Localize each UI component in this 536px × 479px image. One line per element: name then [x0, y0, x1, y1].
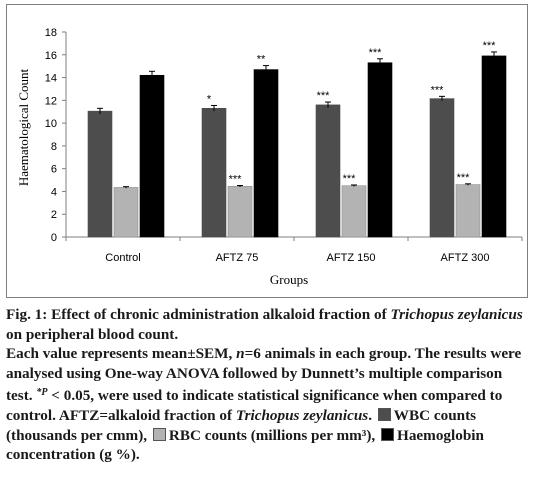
caption-note-text: Each value represents mean±SEM,: [6, 345, 237, 363]
x-tick-label-3: AFTZ 300: [441, 252, 490, 264]
significance-label-2-0: ***: [317, 90, 331, 102]
significance-label-1-2: **: [257, 54, 266, 66]
y-tick-label-10: 10: [45, 118, 57, 130]
bar-1-1: [227, 186, 253, 238]
x-tick-label-0: Control: [105, 252, 140, 264]
significance-label-3-1: ***: [457, 172, 471, 184]
caption-note-significance: *P: [36, 387, 48, 399]
legend-swatch-rbc: [152, 427, 166, 441]
significance-label-2-2: ***: [369, 47, 383, 59]
bar-3-0: [429, 98, 455, 238]
caption-title-end: on peripheral blood count.: [6, 325, 179, 343]
caption-note-n: n: [236, 345, 245, 363]
significance-label-1-1: ***: [229, 174, 243, 186]
y-tick-label-8: 8: [51, 141, 57, 153]
y-axis-title: Haematological Count: [16, 68, 31, 186]
bar-3-1: [455, 184, 481, 238]
x-axis-title: Groups: [270, 272, 308, 287]
caption-title-species: Trichopus zeylanicus: [390, 306, 523, 323]
y-tick-label-16: 16: [45, 50, 57, 62]
y-tick-label-2: 2: [51, 209, 57, 221]
significance-label-1-0: *: [207, 93, 212, 105]
y-tick-label-0: 0: [51, 232, 57, 244]
bar-1-0: [201, 108, 227, 238]
y-tick-label-18: 18: [45, 27, 57, 39]
caption-note-period: .: [368, 406, 372, 424]
legend-label-hb: Haemoglobin concentration (g %).: [6, 426, 484, 464]
caption-note-method: =6 animals in each group. The results we…: [6, 345, 522, 405]
caption-note-definition: < 0.05, were used to indicate statistica…: [6, 387, 503, 424]
significance-label-3-0: ***: [431, 84, 445, 96]
chart-figure: 0 2 4 6 8 10 12 14 16 18 Control * *** ** AFTZ 75 *** **…: [6, 4, 528, 298]
legend-swatch-hb: [381, 427, 395, 441]
caption-title-text: Fig. 1: Effect of chronic administration…: [6, 306, 391, 323]
y-tick-label-4: 4: [51, 186, 57, 198]
legend-label-wbc: WBC counts (thousands per cmm),: [6, 406, 477, 444]
legend-label-rbc: RBC counts (millions per mm³),: [168, 426, 376, 444]
caption-note-species: Trichopus zeylanicus: [235, 406, 369, 424]
bar-2-1: [341, 185, 367, 238]
bar-0-2: [139, 74, 165, 238]
bar-1-2: [253, 69, 279, 238]
caption-title: Fig. 1: Effect of chronic administration…: [6, 305, 530, 344]
significance-label-3-2: ***: [483, 40, 497, 52]
bar-2-0: [315, 104, 341, 238]
legend-swatch-wbc: [377, 407, 391, 421]
y-tick-label-6: 6: [51, 164, 57, 176]
x-tick-label-1: AFTZ 75: [216, 252, 259, 264]
x-tick-label-2: AFTZ 150: [327, 252, 376, 264]
bar-0-1: [113, 187, 139, 238]
bar-2-2: [367, 62, 393, 238]
y-tick-label-14: 14: [45, 73, 57, 85]
significance-label-2-1: ***: [343, 173, 357, 185]
figure-caption: Fig. 1: Effect of chronic administration…: [6, 305, 530, 465]
bar-3-2: [481, 55, 507, 238]
caption-note: Each value represents mean±SEM, n=6 anim…: [6, 344, 530, 465]
bar-0-0: [87, 110, 113, 238]
y-tick-label-12: 12: [45, 95, 57, 107]
